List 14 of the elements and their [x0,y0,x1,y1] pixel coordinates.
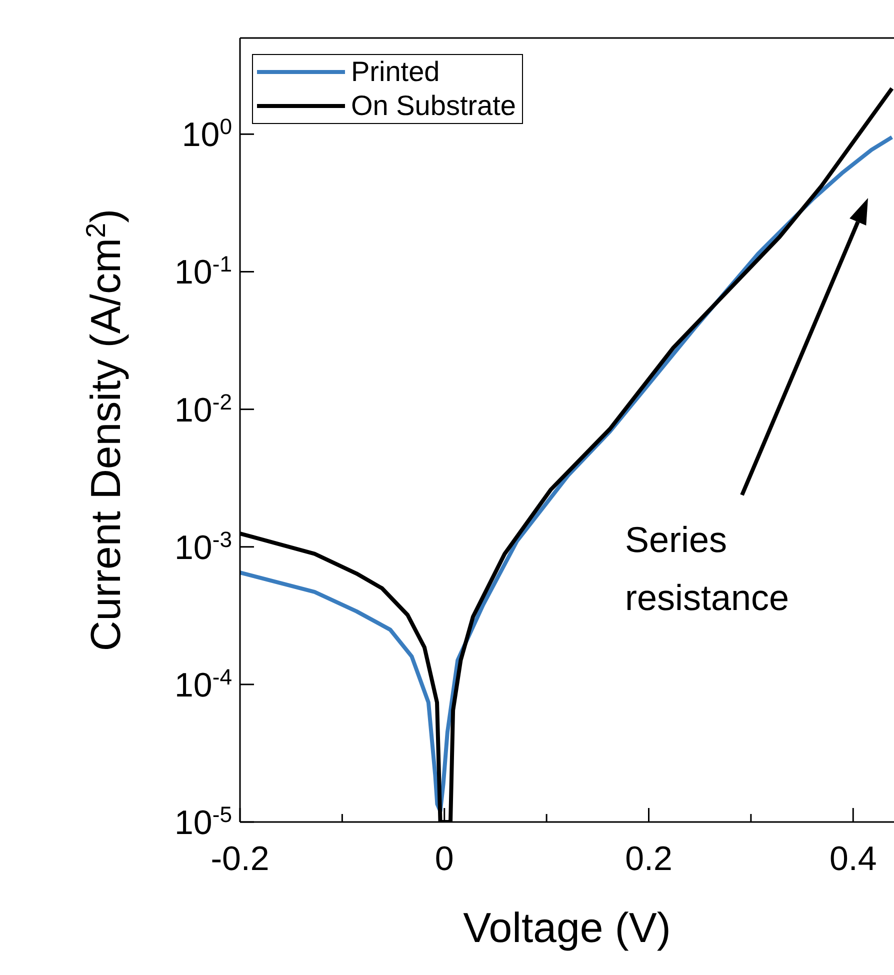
x-tick-label: -0.2 [210,840,270,878]
x-tick-label: 0.4 [829,840,877,878]
x-tick-label: 0.2 [625,840,672,878]
y-tick-label: 10$^{-4}$ [174,664,232,704]
y-tick-label: 10$^{-1}$ [174,251,232,292]
y-tick-label: 10$^{-2}$ [174,388,232,430]
legend-label: Printed [351,55,440,89]
y-tick-label: 10$^{-3}$ [174,526,232,567]
y-tick-label: 10$^{0}$ [182,114,232,154]
x-axis-title: Voltage (V) [463,904,671,951]
y-tick-label: 10$^{-5}$ [174,802,232,842]
annotation: Series resistance [625,519,790,618]
x-tick-label: 0 [434,840,454,878]
legend-label: On Substrate [351,89,516,123]
